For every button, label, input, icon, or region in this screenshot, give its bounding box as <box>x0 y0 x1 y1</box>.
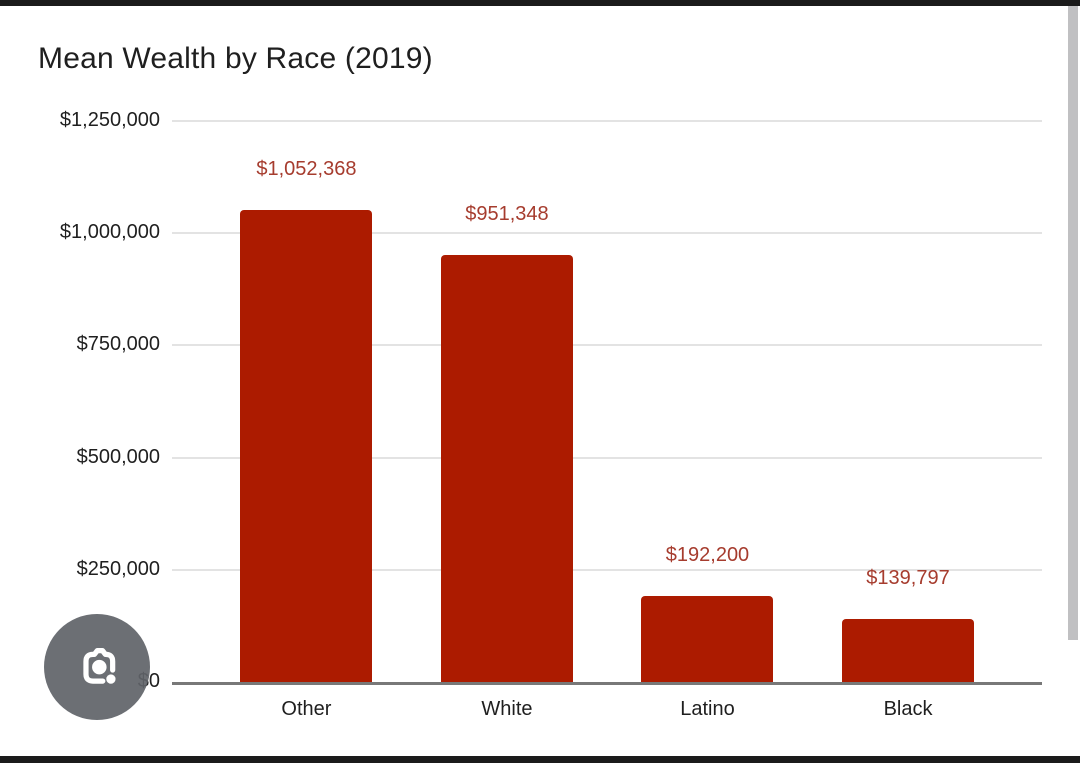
y-axis-tick-label: $1,250,000 <box>59 109 160 131</box>
y-axis-tick-label: $750,000 <box>76 333 160 356</box>
x-axis-label: Other <box>281 698 332 720</box>
x-axis-line <box>172 681 1042 685</box>
bottom-letterbox-bar <box>0 756 1080 763</box>
bar-value-label: $1,052,368 <box>256 157 357 180</box>
bar-other <box>240 209 373 682</box>
gridline <box>172 344 1042 347</box>
bar-value-label: $139,797 <box>866 567 950 590</box>
chart-title: Mean Wealth by Race (2019) <box>38 42 433 75</box>
x-axis-label: Black <box>883 698 933 720</box>
x-axis-label: Latino <box>680 698 735 720</box>
bar-white <box>440 255 573 682</box>
bar-black <box>842 619 975 682</box>
y-axis-tick-label: $1,000,000 <box>59 221 160 244</box>
bar-latino <box>641 595 774 682</box>
y-axis-tick-label: $500,000 <box>76 445 160 468</box>
bar-value-label: $192,200 <box>665 543 750 566</box>
gridline <box>172 568 1042 571</box>
gridline <box>172 232 1042 235</box>
top-letterbox-bar <box>0 0 1080 6</box>
vertical-scrollbar-thumb[interactable] <box>1068 6 1078 640</box>
y-axis-tick-label: $250,000 <box>76 557 160 580</box>
gridline <box>172 456 1042 459</box>
gridline <box>172 120 1042 122</box>
google-lens-button[interactable] <box>44 614 150 720</box>
camera-lens-icon <box>68 637 126 698</box>
bar-value-label: $951,348 <box>465 203 549 226</box>
x-axis-label: White <box>481 698 533 720</box>
